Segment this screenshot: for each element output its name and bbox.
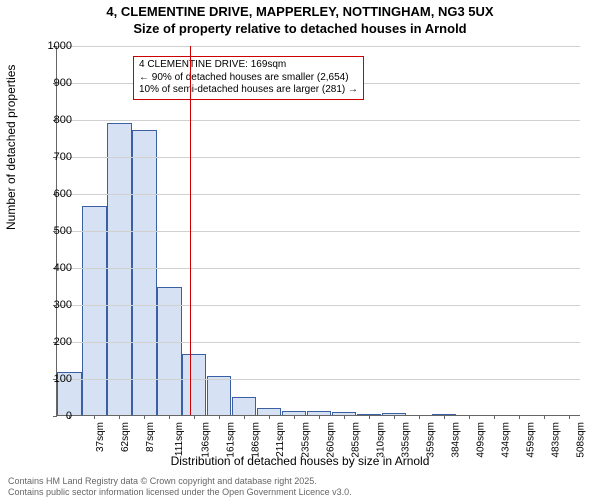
gridline [57,120,580,121]
x-tick-mark [119,415,120,419]
x-tick-mark [569,415,570,419]
x-tick-mark [419,415,420,419]
gridline [57,379,580,380]
y-axis-label: Number of detached properties [4,65,18,230]
y-tick-label: 0 [36,410,72,422]
x-tick-label: 310sqm [376,422,387,458]
y-tick-label: 600 [36,188,72,200]
x-tick-mark [294,415,295,419]
annotation-box: 4 CLEMENTINE DRIVE: 169sqm ← 90% of deta… [133,56,364,100]
histogram-bar [157,287,181,415]
histogram-bar [182,354,206,415]
footer-line-1: Contains HM Land Registry data © Crown c… [8,476,352,487]
x-tick-mark [269,415,270,419]
annotation-line-2: ← 90% of detached houses are smaller (2,… [139,72,358,85]
x-tick-mark [144,415,145,419]
x-tick-label: 136sqm [201,422,212,458]
x-tick-label: 111sqm [174,422,185,456]
y-tick-label: 900 [36,77,72,89]
x-tick-label: 62sqm [120,422,131,452]
x-tick-label: 37sqm [95,422,106,452]
histogram-bar [257,408,281,415]
y-tick-label: 800 [36,114,72,126]
x-tick-mark [369,415,370,419]
title-block: 4, CLEMENTINE DRIVE, MAPPERLEY, NOTTINGH… [0,0,600,38]
title-line-2: Size of property relative to detached ho… [0,21,600,38]
histogram-bar [132,130,156,415]
y-tick-label: 500 [36,225,72,237]
x-tick-mark [94,415,95,419]
annotation-line-1: 4 CLEMENTINE DRIVE: 169sqm [139,59,358,72]
x-tick-mark [219,415,220,419]
x-tick-label: 384sqm [450,422,461,458]
y-tick-label: 1000 [36,40,72,52]
x-tick-mark [344,415,345,419]
x-tick-label: 409sqm [475,422,486,458]
x-tick-label: 211sqm [275,422,286,457]
y-tick-label: 200 [36,336,72,348]
x-tick-label: 508sqm [575,422,586,458]
x-tick-mark [244,415,245,419]
gridline [57,305,580,306]
x-tick-label: 459sqm [525,422,536,458]
x-tick-label: 186sqm [251,422,262,458]
x-tick-mark [319,415,320,419]
footer: Contains HM Land Registry data © Crown c… [8,476,352,498]
y-tick-label: 100 [36,373,72,385]
x-tick-mark [394,415,395,419]
x-tick-label: 260sqm [326,422,337,458]
chart-container: 4, CLEMENTINE DRIVE, MAPPERLEY, NOTTINGH… [0,0,600,500]
plot-area: 4 CLEMENTINE DRIVE: 169sqm ← 90% of deta… [56,46,580,416]
histogram-bar [82,206,106,415]
gridline [57,342,580,343]
gridline [57,231,580,232]
title-line-1: 4, CLEMENTINE DRIVE, MAPPERLEY, NOTTINGH… [0,4,600,21]
x-tick-mark [169,415,170,419]
y-tick-label: 700 [36,151,72,163]
gridline [57,268,580,269]
x-tick-label: 161sqm [226,422,237,458]
x-tick-label: 335sqm [400,422,411,458]
annotation-line-3: 10% of semi-detached houses are larger (… [139,84,358,97]
x-tick-label: 359sqm [425,422,436,458]
histogram-bar [207,376,231,415]
x-tick-mark [469,415,470,419]
gridline [57,157,580,158]
x-tick-mark [494,415,495,419]
histogram-bar [232,397,256,416]
gridline [57,46,580,47]
gridline [57,194,580,195]
x-tick-mark [544,415,545,419]
footer-line-2: Contains public sector information licen… [8,487,352,498]
x-tick-mark [519,415,520,419]
x-tick-mark [444,415,445,419]
y-tick-label: 300 [36,299,72,311]
x-tick-label: 285sqm [351,422,362,458]
x-tick-label: 235sqm [301,422,312,458]
x-tick-label: 434sqm [500,422,511,458]
x-tick-label: 483sqm [550,422,561,458]
reference-line [190,46,191,415]
x-tick-mark [194,415,195,419]
x-tick-label: 87sqm [145,422,156,452]
y-tick-label: 400 [36,262,72,274]
